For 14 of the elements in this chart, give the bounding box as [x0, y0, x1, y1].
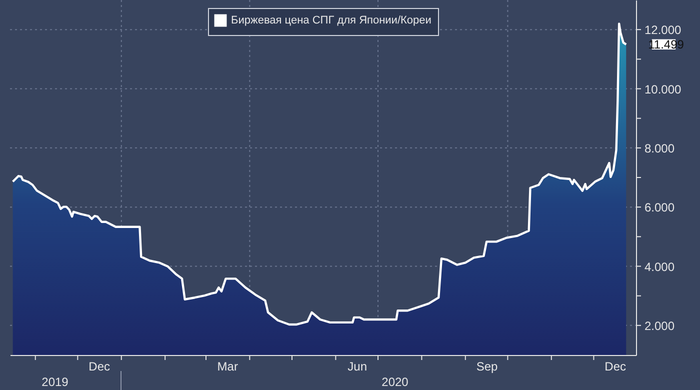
y-tick-label: 8.000: [644, 141, 675, 156]
y-tick-label: 2.000: [644, 318, 675, 333]
y-tick-label: 6.000: [644, 200, 675, 215]
y-tick-label: 4.000: [644, 260, 675, 274]
y-tick-label: 12.000: [644, 23, 682, 38]
x-tick-label: Jun: [348, 360, 368, 374]
legend-label: Биржевая цена СПГ для Японии/Кореи: [231, 14, 432, 26]
y-tick-label: 10.000: [644, 82, 682, 96]
text: 2019: [42, 375, 69, 389]
x-tick-label: Dec: [88, 360, 110, 374]
text: 2020: [382, 375, 409, 389]
x-tick-label: Sep: [476, 360, 498, 374]
x-tick-label: Mar: [217, 360, 238, 374]
x-tick-label: Dec: [604, 360, 626, 374]
